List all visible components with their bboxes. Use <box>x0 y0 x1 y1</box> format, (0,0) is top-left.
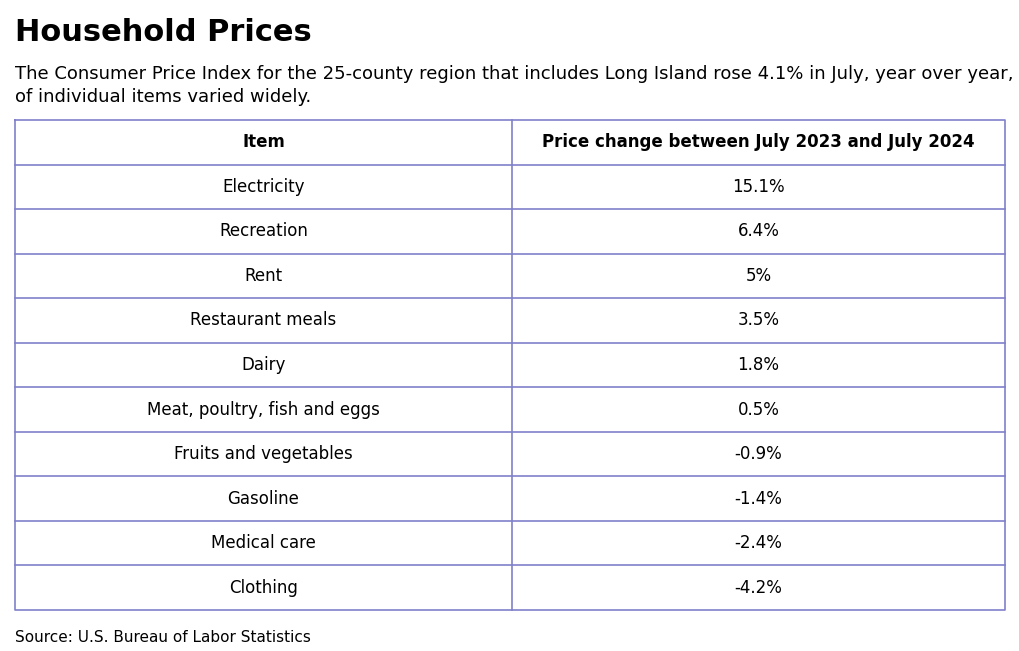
Text: Price change between July 2023 and July 2024: Price change between July 2023 and July … <box>542 133 974 151</box>
Text: 3.5%: 3.5% <box>737 311 779 329</box>
Text: Restaurant meals: Restaurant meals <box>191 311 336 329</box>
Text: 6.4%: 6.4% <box>737 223 779 240</box>
Text: Clothing: Clothing <box>229 579 298 597</box>
Text: Electricity: Electricity <box>222 178 305 196</box>
Text: Medical care: Medical care <box>211 534 316 552</box>
Text: Household Prices: Household Prices <box>15 18 312 47</box>
Text: 5%: 5% <box>745 267 770 285</box>
Text: 0.5%: 0.5% <box>737 400 779 419</box>
Text: -2.4%: -2.4% <box>734 534 782 552</box>
Text: Gasoline: Gasoline <box>227 490 300 508</box>
Text: Meat, poultry, fish and eggs: Meat, poultry, fish and eggs <box>147 400 379 419</box>
Text: The Consumer Price Index for the 25-county region that includes Long Island rose: The Consumer Price Index for the 25-coun… <box>15 65 1019 83</box>
Text: -1.4%: -1.4% <box>734 490 782 508</box>
Text: Dairy: Dairy <box>242 356 285 374</box>
Text: Source: U.S. Bureau of Labor Statistics: Source: U.S. Bureau of Labor Statistics <box>15 630 311 645</box>
Text: -0.9%: -0.9% <box>734 445 782 463</box>
Text: Rent: Rent <box>245 267 282 285</box>
Text: Item: Item <box>242 133 284 151</box>
Text: Recreation: Recreation <box>219 223 308 240</box>
Text: 1.8%: 1.8% <box>737 356 779 374</box>
Text: Fruits and vegetables: Fruits and vegetables <box>174 445 353 463</box>
Text: -4.2%: -4.2% <box>734 579 782 597</box>
Text: of individual items varied widely.: of individual items varied widely. <box>15 88 311 106</box>
Text: 15.1%: 15.1% <box>732 178 784 196</box>
